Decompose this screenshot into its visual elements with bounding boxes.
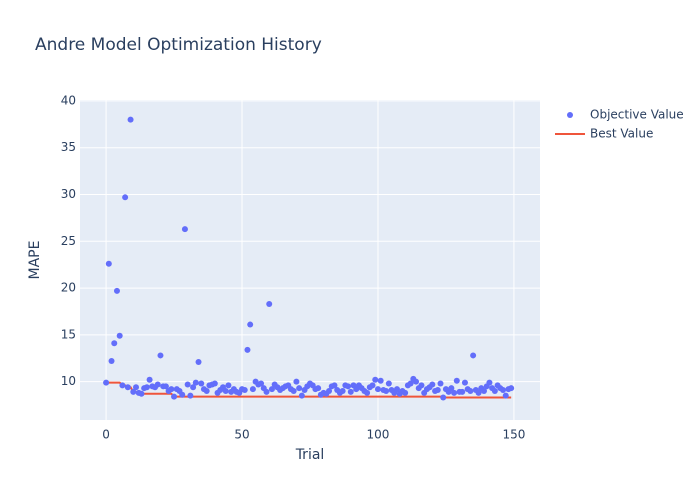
point xyxy=(290,387,297,394)
point xyxy=(377,377,384,384)
point xyxy=(383,387,390,394)
point xyxy=(146,376,153,383)
y-tick-label: 35 xyxy=(61,140,76,154)
point xyxy=(347,388,354,395)
point xyxy=(448,385,455,392)
chart-title: Andre Model Optimization History xyxy=(35,35,322,55)
point xyxy=(508,385,515,392)
point xyxy=(461,379,468,386)
point xyxy=(266,300,273,307)
point xyxy=(364,389,371,396)
point xyxy=(326,387,333,394)
point xyxy=(418,382,425,389)
point xyxy=(331,382,338,389)
legend-label: Objective Value xyxy=(590,108,684,122)
point xyxy=(192,379,199,386)
point xyxy=(181,226,188,233)
point xyxy=(339,387,346,394)
point xyxy=(143,384,150,391)
x-tick-label: 100 xyxy=(367,428,390,442)
point xyxy=(298,392,305,399)
point xyxy=(122,194,129,201)
point xyxy=(268,386,275,393)
point xyxy=(486,379,493,386)
y-tick-label: 40 xyxy=(61,93,76,107)
plot-area xyxy=(80,100,540,420)
point xyxy=(198,380,205,387)
point xyxy=(105,260,112,267)
point xyxy=(179,391,186,398)
point xyxy=(124,384,131,391)
point xyxy=(157,352,164,359)
point xyxy=(459,388,466,395)
point xyxy=(168,386,175,393)
point xyxy=(138,390,145,397)
point xyxy=(470,352,477,359)
point xyxy=(190,384,197,391)
point xyxy=(491,387,498,394)
point xyxy=(108,358,115,365)
point xyxy=(315,385,322,392)
point xyxy=(247,321,254,328)
point xyxy=(393,386,400,393)
point xyxy=(171,393,178,400)
point xyxy=(116,332,123,339)
point xyxy=(500,387,507,394)
x-tick-label: 50 xyxy=(234,428,249,442)
point xyxy=(244,346,251,353)
point xyxy=(127,116,134,123)
point xyxy=(413,378,420,385)
point xyxy=(222,387,229,394)
point xyxy=(162,383,169,390)
x-tick-label: 150 xyxy=(502,428,525,442)
point xyxy=(203,387,210,394)
point xyxy=(187,392,194,399)
point xyxy=(453,377,460,384)
point xyxy=(437,380,444,387)
point xyxy=(296,385,303,392)
y-tick-label: 30 xyxy=(61,187,76,201)
point xyxy=(211,380,218,387)
point xyxy=(480,387,487,394)
point xyxy=(184,381,191,388)
y-axis-title: MAPE xyxy=(27,241,43,280)
point xyxy=(402,389,409,396)
point xyxy=(103,379,110,386)
point xyxy=(372,376,379,383)
point xyxy=(249,386,256,393)
x-tick-label: 0 xyxy=(102,428,110,442)
y-tick-label: 25 xyxy=(61,234,76,248)
point xyxy=(440,394,447,401)
point xyxy=(293,378,300,385)
point xyxy=(130,388,137,395)
legend-swatch xyxy=(567,112,573,118)
point xyxy=(195,358,202,365)
point xyxy=(429,381,436,388)
point xyxy=(385,380,392,387)
point xyxy=(241,387,248,394)
x-axis-title: Trial xyxy=(295,447,325,463)
point xyxy=(374,386,381,393)
point xyxy=(369,382,376,389)
y-tick-label: 15 xyxy=(61,327,76,341)
point xyxy=(407,380,414,387)
point xyxy=(475,389,482,396)
point xyxy=(113,287,120,294)
point xyxy=(225,382,232,389)
point xyxy=(345,383,352,390)
point xyxy=(502,392,509,399)
point xyxy=(434,387,441,394)
legend-label: Best Value xyxy=(590,127,653,141)
point xyxy=(467,387,474,394)
point xyxy=(263,388,270,395)
point xyxy=(133,384,140,391)
point xyxy=(119,382,126,389)
point xyxy=(258,380,265,387)
y-tick-label: 20 xyxy=(61,281,76,295)
point xyxy=(154,381,161,388)
point xyxy=(111,340,118,347)
point xyxy=(451,389,458,396)
y-tick-label: 10 xyxy=(61,374,76,388)
